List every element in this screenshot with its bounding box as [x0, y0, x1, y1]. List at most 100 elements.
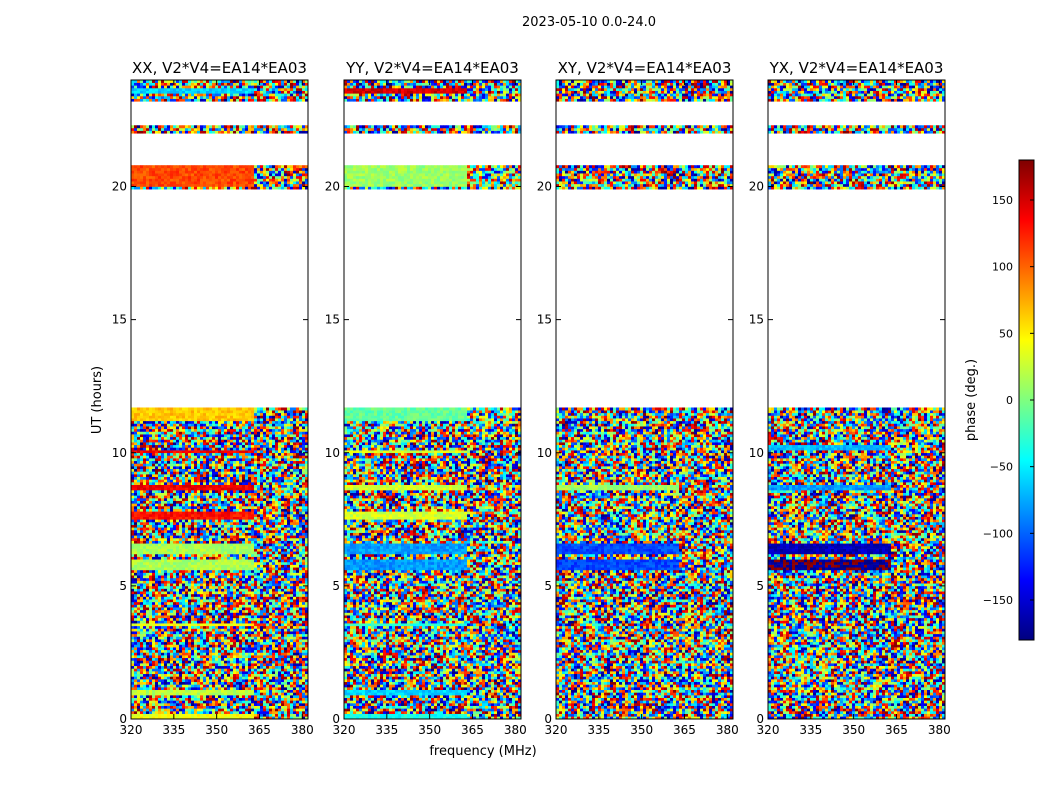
phase-cell: [302, 551, 306, 555]
phase-cell: [290, 671, 294, 675]
phase-cell: [131, 548, 135, 552]
phase-cell: [242, 620, 246, 624]
phase-cell: [245, 695, 249, 698]
phase-cell: [140, 665, 144, 669]
phase-cell: [254, 679, 258, 683]
x-axis-label: frequency (MHz): [429, 744, 536, 759]
phase-cell: [215, 580, 219, 584]
phase-cell: [134, 532, 138, 536]
phase-cell: [278, 503, 282, 507]
phase-cell: [152, 657, 156, 661]
phase-cell: [158, 569, 162, 573]
phase-cell: [221, 545, 225, 549]
phase-cell: [185, 673, 189, 677]
phase-cell: [215, 671, 219, 675]
phase-cell: [233, 506, 237, 509]
phase-cell: [200, 625, 204, 629]
phase-cell: [299, 657, 303, 661]
phase-cell: [260, 644, 264, 648]
phase-cell: [260, 591, 264, 595]
phase-cell: [221, 660, 225, 664]
phase-cell: [170, 519, 174, 523]
phase-cell: [161, 684, 165, 688]
phase-cell: [170, 535, 174, 539]
phase-cell: [131, 540, 135, 544]
phase-cell: [233, 492, 237, 496]
phase-cell: [275, 612, 279, 616]
phase-cell: [302, 532, 306, 536]
phase-cell: [260, 671, 264, 675]
phase-cell: [200, 639, 204, 643]
phase-cell: [248, 676, 252, 680]
phase-cell: [161, 609, 165, 613]
phase-cell: [251, 623, 255, 627]
phase-cell: [194, 513, 198, 517]
phase-cell: [200, 561, 204, 565]
phase-cell: [281, 572, 285, 576]
phase-cell: [215, 609, 219, 613]
phase-cell: [209, 580, 213, 584]
phase-cell: [143, 617, 147, 621]
phase-cell: [251, 636, 255, 640]
phase-cell: [212, 652, 216, 656]
phase-cell: [140, 564, 144, 568]
phase-cell: [215, 572, 219, 576]
phase-cell: [170, 527, 174, 531]
phase-cell: [230, 679, 234, 683]
phase-cell: [287, 657, 291, 661]
phase-cell: [209, 644, 213, 648]
phase-cell: [245, 567, 249, 571]
phase-cell: [302, 577, 306, 581]
phase-cell: [203, 553, 207, 557]
phase-cell: [230, 607, 234, 611]
phase-cell: [170, 711, 174, 714]
phase-cell: [131, 620, 135, 624]
phase-cell: [236, 519, 240, 523]
phase-cell: [239, 679, 243, 683]
phase-cell: [290, 527, 294, 531]
phase-cell: [242, 671, 246, 675]
phase-cell: [224, 711, 228, 714]
phase-cell: [257, 671, 261, 675]
phase-cell: [245, 500, 249, 504]
phase-cell: [305, 644, 309, 648]
phase-cell: [188, 553, 192, 557]
phase-cell: [278, 716, 282, 720]
phase-cell: [221, 612, 225, 616]
phase-cell: [278, 556, 282, 560]
phase-cell: [302, 564, 306, 568]
phase-cell: [209, 647, 213, 651]
phase-cell: [299, 529, 303, 533]
phase-cell: [131, 665, 135, 669]
phase-cell: [272, 577, 276, 581]
phase-cell: [248, 513, 252, 517]
phase-cell: [170, 508, 174, 512]
phase-cell: [200, 516, 204, 520]
phase-cell: [131, 588, 135, 592]
phase-cell: [146, 492, 150, 496]
phase-cell: [272, 631, 276, 635]
phase-cell: [302, 511, 306, 515]
phase-cell: [131, 511, 135, 515]
phase-cell: [200, 596, 204, 600]
phase-cell: [230, 636, 234, 640]
phase-cell: [299, 713, 303, 717]
phase-cell: [287, 711, 291, 714]
phase-cell: [227, 692, 231, 696]
phase-cell: [179, 577, 183, 581]
phase-cell: [278, 689, 282, 693]
phase-cell: [254, 676, 258, 680]
phase-cell: [140, 612, 144, 616]
phase-cell: [200, 636, 204, 640]
phase-cell: [176, 500, 180, 504]
phase-cell: [158, 681, 162, 685]
phase-cell: [221, 681, 225, 685]
phase-cell: [215, 575, 219, 579]
phase-cell: [182, 647, 186, 651]
phase-cell: [221, 596, 225, 600]
phase-cell: [251, 615, 255, 619]
phase-cell: [260, 545, 264, 549]
phase-cell: [179, 569, 183, 573]
phase-cell: [287, 607, 291, 611]
phase-cell: [209, 521, 213, 525]
